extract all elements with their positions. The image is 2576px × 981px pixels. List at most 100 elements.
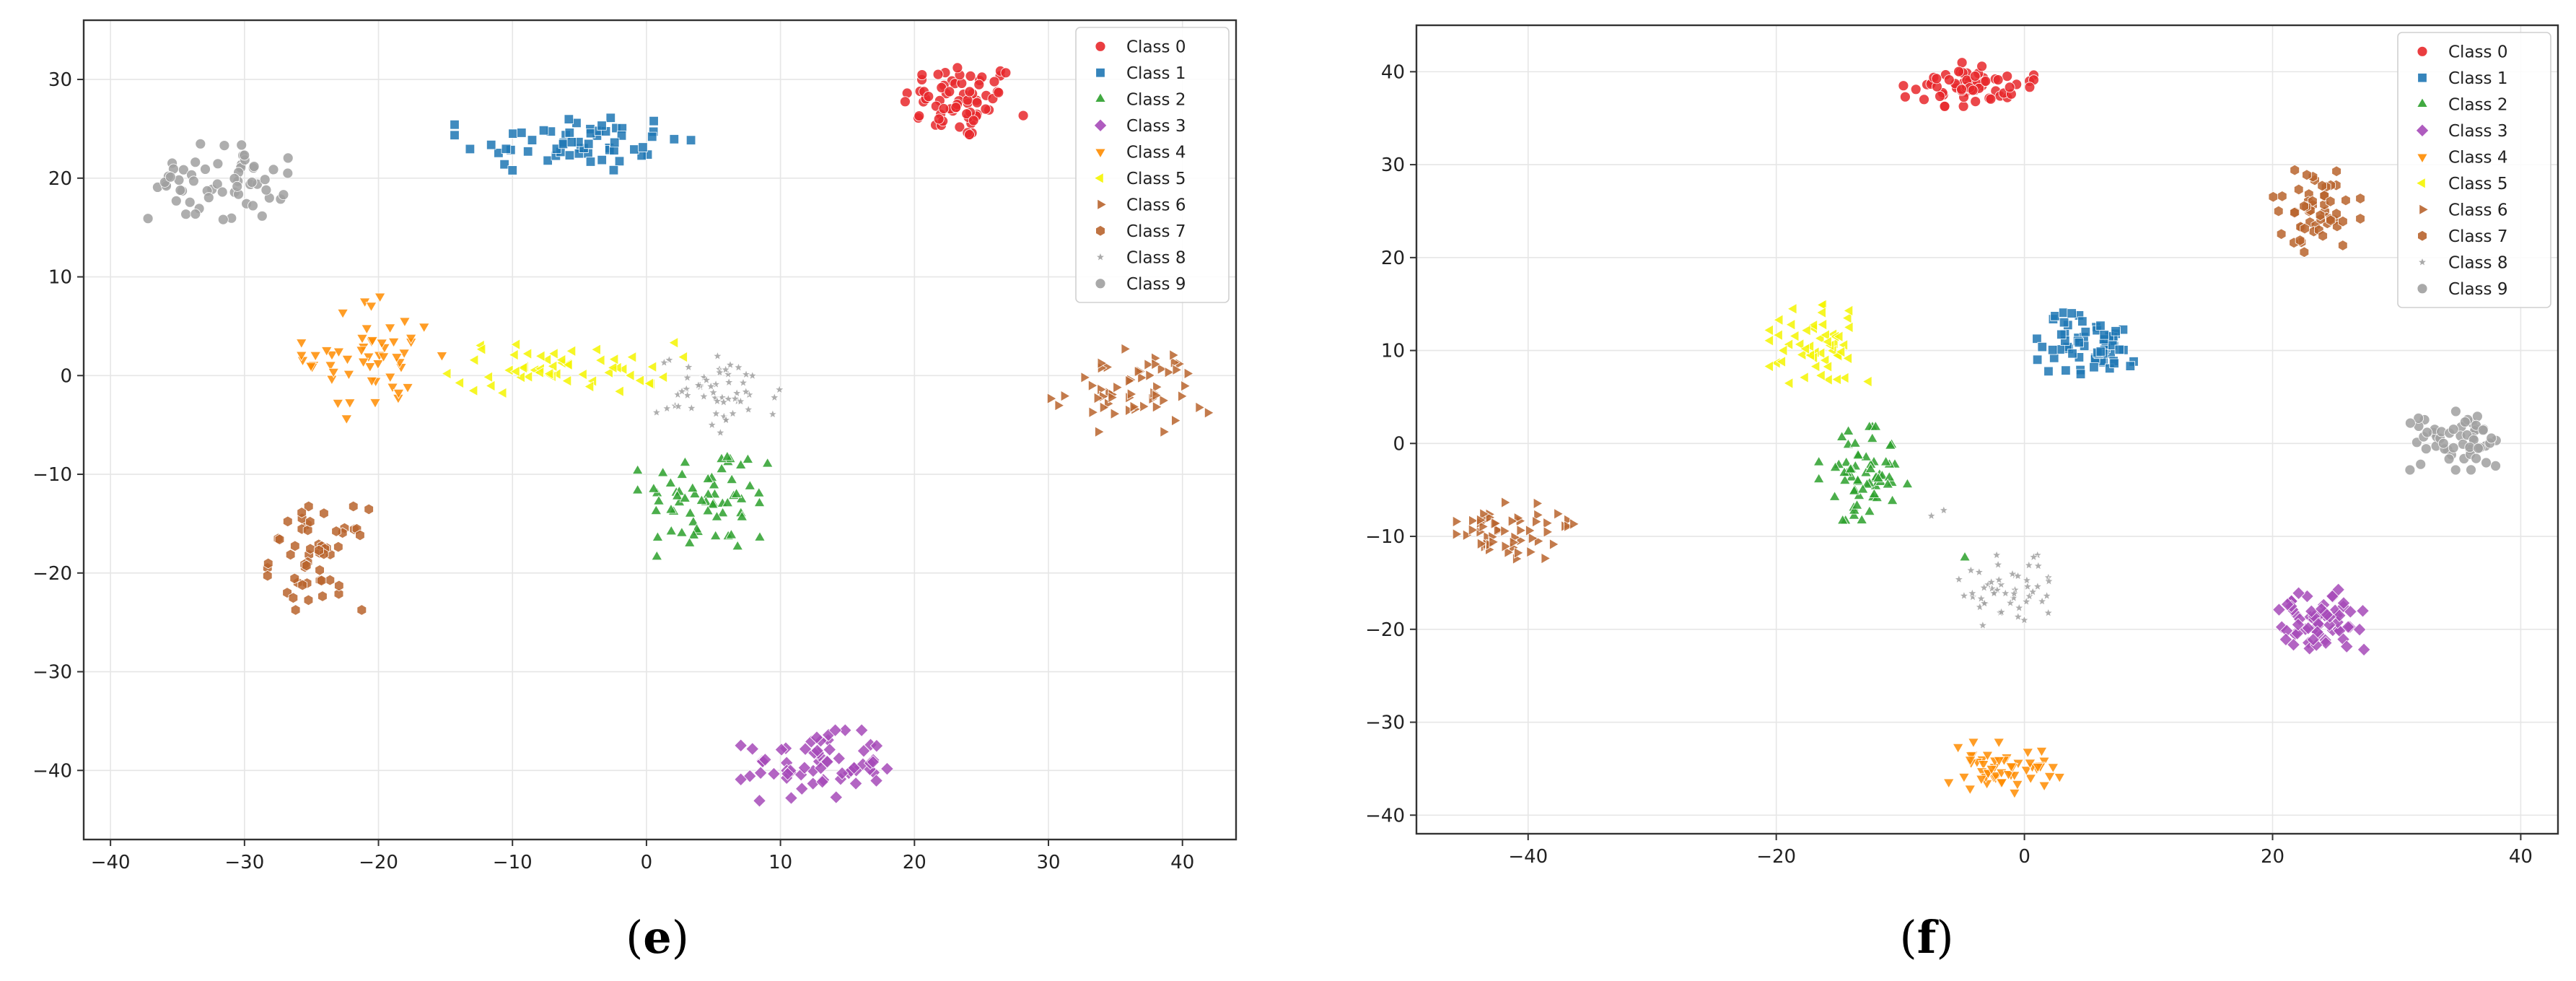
data-point [1815,370,1826,382]
data-point [1840,456,1852,467]
data-point [1969,71,1981,82]
data-point [2332,609,2347,622]
data-point [374,292,386,303]
data-point [1171,414,1181,427]
data-point [973,79,985,90]
data-point [203,192,214,204]
legend-label: Class 0 [2448,43,2507,61]
data-point [2299,246,2310,258]
data-point [2272,603,2286,616]
data-point [538,125,549,136]
data-point [1865,463,1877,474]
data-point [736,510,748,521]
data-point [1993,756,2005,767]
data-point [683,362,694,372]
data-point [1764,334,1774,346]
data-point [248,161,260,173]
data-point [784,791,798,805]
data-point [387,338,400,348]
data-point [665,503,677,514]
data-point [1939,100,1950,112]
data-point [1976,593,1986,603]
data-point [706,380,717,391]
data-point [310,351,322,362]
data-point [1822,360,1832,372]
series-class-0 [1898,57,2039,112]
data-point [954,121,965,133]
data-point [1000,67,1012,79]
scatter-panel-e: −40 −30 −20 −10 0 10 20 30 40 −40 −30 −20 −10 0 10 20 30… [32,19,1237,964]
data-point [2099,330,2109,340]
data-point [607,362,618,374]
data-point [436,352,448,362]
data-point [1959,551,1971,562]
data-point [2032,333,2042,344]
data-point [732,388,742,398]
data-point [854,723,869,737]
data-point [325,361,336,372]
data-point [1137,372,1148,384]
data-point [2036,747,2048,757]
data-point [716,463,728,473]
data-point [1151,358,1162,370]
data-point [2061,365,2071,375]
data-point [468,354,479,366]
data-point [2356,603,2370,618]
data-point [644,378,654,390]
data-point [259,174,271,186]
data-point [317,590,328,602]
series-class-1 [450,113,696,175]
data-point [367,336,378,346]
data-point [584,139,594,149]
data-point [1491,518,1502,529]
data-point [2341,620,2355,634]
data-point [1489,536,1499,548]
data-point [1860,450,1872,461]
data-point [1953,574,1964,584]
data-point [2301,621,2316,635]
data-point [508,128,518,139]
data-point [468,385,478,397]
data-point [741,369,752,379]
data-point [1108,391,1118,404]
data-point [1967,591,1979,602]
data-point [952,62,963,74]
data-point [743,404,754,414]
data-point [541,354,551,366]
data-point [305,515,315,528]
data-point [566,137,577,147]
data-point [2459,417,2471,427]
data-point [2355,213,2365,224]
data-point [564,114,574,124]
data-point [200,163,211,175]
data-point [1952,743,1964,754]
data-point [2032,763,2044,773]
data-point [332,398,344,409]
legend-label: Class 2 [2448,95,2507,114]
data-point [753,793,766,808]
data-point [754,531,766,541]
legend-marker [2417,73,2427,83]
data-point [142,213,154,224]
legend-marker [1095,40,1106,52]
data-point [702,473,714,483]
data-point [1477,538,1487,550]
data-point [1935,90,1945,102]
data-point [356,334,368,344]
data-point [1126,388,1137,400]
data-point [1815,347,1826,359]
tick-group: −40 −30 −20 −10 0 10 20 30 40 −40 −30 −20 −10 0 10 20 30 [32,69,1194,873]
data-point [1996,606,2007,617]
data-point [653,494,665,505]
data-point [681,383,692,394]
data-point [1478,520,1489,533]
data-point [1787,302,1797,315]
y-tick-label: 40 [1381,61,1405,83]
data-point [742,453,754,463]
data-point [402,383,413,393]
data-point [585,128,596,139]
data-point [2490,461,2501,471]
data-point [2014,602,2025,613]
data-point [2325,196,2336,207]
data-point [1772,329,1783,341]
